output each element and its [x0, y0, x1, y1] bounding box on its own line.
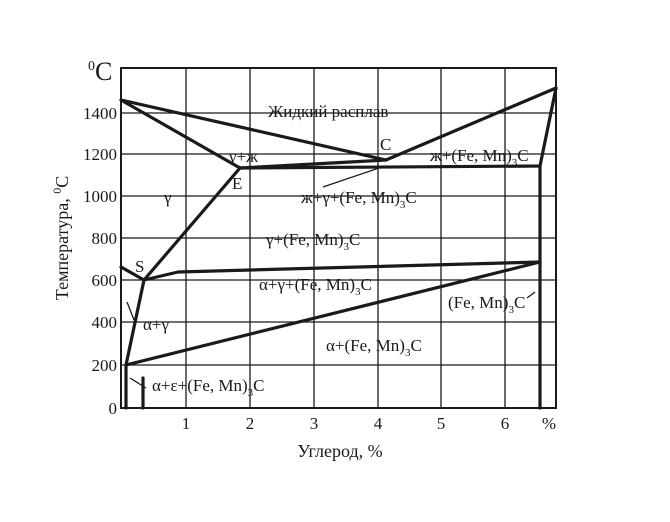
region-label-alpha-carbide: α+(Fe, Mn)3C: [326, 336, 422, 359]
point-label-s: S: [135, 257, 144, 276]
liquidus-right: [384, 86, 558, 162]
region-label-alpha-gamma: α+γ: [143, 315, 169, 334]
point-label-c: C: [380, 135, 391, 154]
y-tick-label: 0: [109, 399, 118, 418]
y-unit-label: 0C: [88, 57, 112, 86]
y-tick-label: 600: [92, 271, 118, 290]
y-tick-label: 800: [92, 229, 118, 248]
y-axis-title: Температура, 0C: [50, 176, 72, 300]
x-tick-label: 2: [246, 414, 255, 433]
y-tick-label: 400: [92, 313, 118, 332]
y-tick-label: 200: [92, 356, 118, 375]
y-tick-labels: 0 200 400 600 800 1000 1200 1400: [83, 104, 117, 418]
region-label-alpha-eps-carbide: α+ε+(Fe, Mn)3C: [152, 376, 265, 399]
region-label-liquid: Жидкий расплав: [268, 102, 388, 121]
horizontal-gridlines: [121, 112, 556, 366]
region-label-alpha-gamma-carbide: α+γ+(Fe, Mn)3C: [259, 275, 372, 298]
x-tick-label: 4: [374, 414, 383, 433]
y-tick-label: 1000: [83, 187, 117, 206]
point-label-e: E: [232, 174, 242, 193]
eutectoid-line: [142, 260, 542, 282]
phase-boundaries: [119, 86, 558, 410]
x-tick-label: 1: [182, 414, 191, 433]
x-unit-label: %: [542, 414, 556, 433]
region-label-liquid-carbide: ж+(Fe, Mn)3C: [429, 146, 529, 169]
x-axis-title: Углерод, %: [297, 441, 382, 461]
x-tick-label: 6: [501, 414, 510, 433]
alpha-carbide-boundary: [124, 260, 542, 367]
region-label-gamma-liquid: γ+ж: [228, 147, 258, 166]
alpha-gamma-start: [119, 265, 146, 282]
x-tick-label: 3: [310, 414, 319, 433]
region-label-gamma-carbide: γ+(Fe, Mn)3C: [265, 230, 360, 253]
y-tick-label: 1400: [83, 104, 117, 123]
solidus-line: [119, 86, 558, 170]
region-label-carbide: (Fe, Mn)3C: [448, 293, 525, 316]
x-tick-labels: 1 2 3 4 5 6 %: [182, 414, 556, 433]
y-tick-label: 1200: [83, 145, 117, 164]
region-label-liquid-gamma-carbide: ж+γ+(Fe, Mn)3C: [300, 188, 417, 211]
leader-lines: [126, 166, 536, 389]
liquidus-left: [119, 98, 388, 162]
region-label-gamma: γ: [163, 188, 172, 207]
eutectic-line: [238, 158, 388, 170]
x-tick-label: 5: [437, 414, 446, 433]
